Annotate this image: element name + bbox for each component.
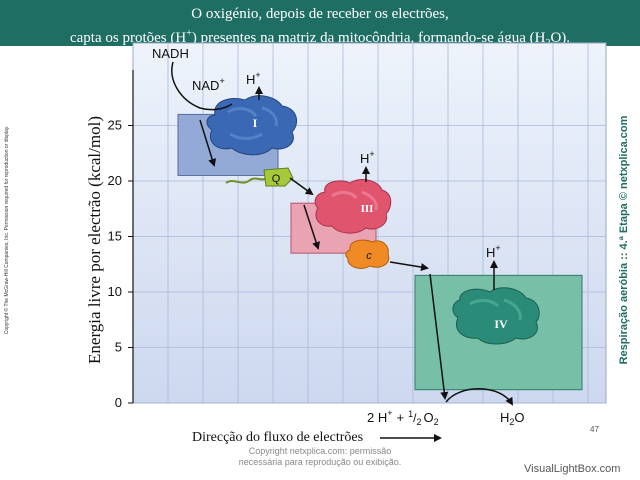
side-credit: Respiração aeróbia :: 4.ª Etapa © netxpl…: [618, 115, 630, 365]
complex-i-protein-icon: I: [206, 95, 298, 156]
arrow-oxygen-to-water: [445, 388, 514, 406]
cytochrome-c-icon: c: [345, 239, 390, 269]
oxygen-reaction-label: 2 H+ +1/2 O2: [367, 408, 439, 427]
y-tick-label: 0: [115, 395, 122, 410]
arrow-complex-iv-to-oxygen: [429, 273, 449, 400]
cytochrome-c-label: c: [366, 250, 372, 262]
y-tick-label: 10: [108, 284, 122, 299]
complex-i-label: I: [253, 116, 258, 130]
page-number: 47: [590, 425, 599, 434]
watermark: VisualLightBox.com: [524, 463, 621, 475]
side-copyright: Copyright © The McGraw-Hill Companies, I…: [4, 125, 10, 335]
y-tick-label: 15: [108, 229, 122, 244]
y-tick-label: 25: [108, 118, 122, 133]
complex-iv-protein-icon: IV: [452, 287, 540, 345]
arrow-complex-iii-to-c: [303, 204, 320, 250]
proton-label-complex-iii: H+: [360, 149, 375, 166]
nad-plus-label: NAD+: [192, 76, 225, 93]
title-line-2: capta os protões (H+) presentes na matri…: [69, 28, 571, 49]
arrow-c-to-complex-iv: [389, 261, 429, 271]
water-label: H2O: [500, 410, 525, 427]
y-axis-ticks: 0 5 10 15 20 25: [108, 118, 133, 410]
nadh-label: NADH: [152, 46, 189, 61]
complex-iii-protein-icon: III: [314, 179, 392, 234]
arrow-complex-i-to-q: [199, 119, 217, 167]
ubiquinone-label: Q: [272, 173, 281, 185]
title-line-1: O oxigénio, depois de receber os electrõ…: [191, 6, 449, 22]
arrow-q-to-complex-iii: [289, 177, 314, 196]
footer-note: Copyright netxplica.com: permissão neces…: [238, 446, 402, 467]
complex-iv-label: IV: [494, 317, 508, 331]
y-tick-label: 5: [115, 340, 122, 355]
x-axis-label: Direcção do fluxo de electrões: [192, 430, 363, 445]
complex-iii-label: III: [361, 203, 374, 215]
proton-label-complex-iv: H+: [486, 243, 501, 260]
nadh-arrow: [171, 61, 233, 111]
proton-label-complex-i: H+: [246, 70, 261, 87]
y-tick-label: 20: [108, 173, 122, 188]
y-axis-label: Energia livre por electrão (kcal/mol): [85, 116, 104, 364]
title-bar: O oxigénio, depois de receber os electrõ…: [0, 0, 640, 49]
ubiquinone-q-icon: Q: [225, 167, 294, 187]
